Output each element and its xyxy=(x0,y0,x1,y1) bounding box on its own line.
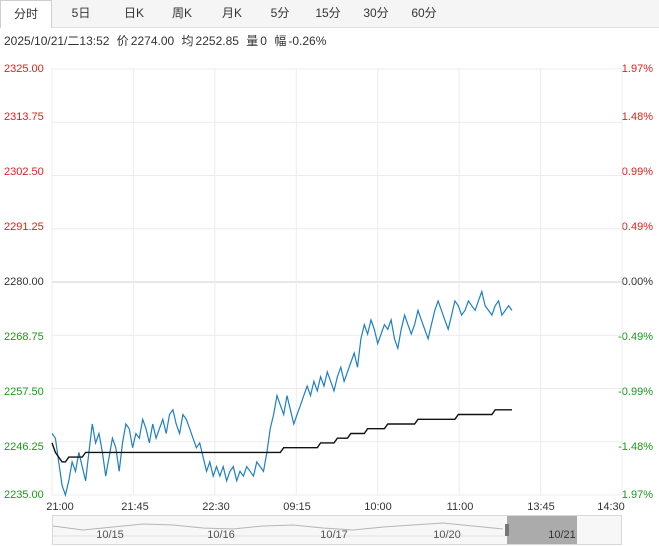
y-tick-left: 2313.75 xyxy=(4,111,44,123)
average-line xyxy=(51,409,512,463)
x-tick: 10:00 xyxy=(364,501,392,513)
tab-daily-k[interactable]: 日K xyxy=(123,6,144,20)
price-label: 价 xyxy=(116,34,129,48)
navigator-date: 10/21 xyxy=(548,529,576,541)
quote-price: 2274.00 xyxy=(130,34,175,48)
tab-monthly-k[interactable]: 月K xyxy=(221,6,242,20)
y-tick-right: 0.49% xyxy=(621,221,653,233)
y-tick-right: 0.00% xyxy=(621,276,653,288)
navigator-handle-left[interactable] xyxy=(505,524,509,536)
y-tick-left: 2268.75 xyxy=(4,331,44,343)
y-tick-right: -1.48% xyxy=(618,441,653,453)
quote-avg: 2252.85 xyxy=(195,34,239,48)
y-tick-right: 1.48% xyxy=(621,111,653,123)
navigator-date: 10/17 xyxy=(320,529,348,541)
chart-marks xyxy=(51,289,513,498)
navigator-date: 10/15 xyxy=(96,529,124,541)
tab-intraday[interactable]: 分时 xyxy=(0,0,52,28)
y-tick-left: 2291.25 xyxy=(4,221,44,233)
tab-5min[interactable]: 5分 xyxy=(270,6,290,20)
navigator-date: 10/20 xyxy=(433,529,461,541)
y-tick-left: 2235.00 xyxy=(4,489,44,501)
tab-weekly-k[interactable]: 周K xyxy=(171,6,192,20)
y-tick-right: 1.97% xyxy=(621,63,653,75)
x-tick: 21:00 xyxy=(46,501,74,513)
price-line xyxy=(51,289,513,498)
x-tick: 09:15 xyxy=(283,501,311,513)
y-tick-left: 2257.50 xyxy=(4,386,44,398)
quote-change: -0.26% xyxy=(288,34,327,48)
navigator-sparkline xyxy=(53,522,505,537)
change-label: 幅 xyxy=(274,34,287,48)
x-tick: 13:45 xyxy=(527,501,555,513)
quote-volume: 0 xyxy=(260,34,267,48)
x-tick: 11:00 xyxy=(446,501,474,513)
chart-grid xyxy=(51,68,623,496)
period-tab-bar: 分时 5日 日K 周K 月K 5分 15分 30分 60分 xyxy=(0,0,659,28)
y-tick-right: -0.49% xyxy=(618,331,653,343)
navigator-window[interactable] xyxy=(507,516,577,544)
y-tick-left: 2280.00 xyxy=(4,276,44,288)
tab-15min[interactable]: 15分 xyxy=(315,6,341,20)
y-tick-right: -0.99% xyxy=(618,386,653,398)
tab-5day[interactable]: 5日 xyxy=(71,6,91,20)
quote-datetime: 2025/10/21/二13:52 xyxy=(4,34,110,48)
y-tick-left: 2325.00 xyxy=(4,63,44,75)
x-tick: 22:30 xyxy=(202,501,230,513)
navigator-date: 10/16 xyxy=(207,529,235,541)
x-tick: 21:45 xyxy=(121,501,149,513)
volume-label: 量 xyxy=(246,34,259,48)
x-tick: 14:30 xyxy=(597,501,625,513)
y-tick-left: 2246.25 xyxy=(4,441,44,453)
range-navigator[interactable] xyxy=(52,515,622,545)
y-tick-left: 2302.50 xyxy=(4,166,44,178)
tab-60min[interactable]: 60分 xyxy=(411,6,437,20)
y-tick-right: -1.97% xyxy=(618,489,653,501)
tab-30min[interactable]: 30分 xyxy=(363,6,389,20)
avg-label: 均 xyxy=(181,34,194,48)
y-tick-right: 0.99% xyxy=(621,166,653,178)
